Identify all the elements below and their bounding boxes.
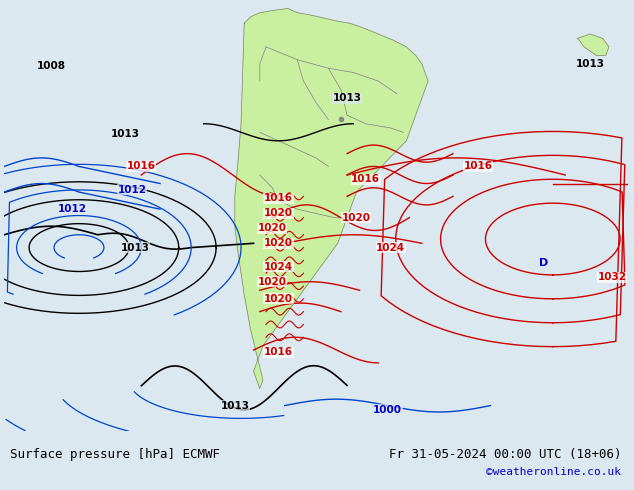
Text: 1012: 1012 <box>58 204 87 214</box>
Text: 1013: 1013 <box>333 93 361 103</box>
Text: 1020: 1020 <box>264 238 293 248</box>
Text: 1016: 1016 <box>264 194 293 203</box>
Text: 1020: 1020 <box>258 277 287 287</box>
Text: 1024: 1024 <box>376 243 405 252</box>
Text: 1016: 1016 <box>463 161 493 172</box>
Text: Fr 31-05-2024 00:00 UTC (18+06): Fr 31-05-2024 00:00 UTC (18+06) <box>389 448 621 461</box>
Text: 1012: 1012 <box>117 185 146 195</box>
Text: 1020: 1020 <box>258 223 287 233</box>
Text: 1032: 1032 <box>597 272 626 282</box>
Text: 1008: 1008 <box>36 61 65 71</box>
Text: 1013: 1013 <box>221 401 249 411</box>
Text: 1020: 1020 <box>264 294 293 304</box>
Text: 1024: 1024 <box>264 262 293 272</box>
Polygon shape <box>578 34 609 55</box>
Text: Surface pressure [hPa] ECMWF: Surface pressure [hPa] ECMWF <box>10 448 221 461</box>
Text: D: D <box>539 258 548 268</box>
Text: 1020: 1020 <box>342 213 371 222</box>
Text: 1013: 1013 <box>576 59 605 69</box>
Text: 1013: 1013 <box>120 243 150 252</box>
Text: 1016: 1016 <box>127 161 156 172</box>
Text: ©weatheronline.co.uk: ©weatheronline.co.uk <box>486 467 621 477</box>
Text: 1020: 1020 <box>264 208 293 219</box>
Text: 1016: 1016 <box>264 347 293 357</box>
Polygon shape <box>235 8 428 389</box>
Text: 1013: 1013 <box>111 129 140 140</box>
Text: 1000: 1000 <box>373 405 402 415</box>
Text: 1016: 1016 <box>351 174 380 184</box>
